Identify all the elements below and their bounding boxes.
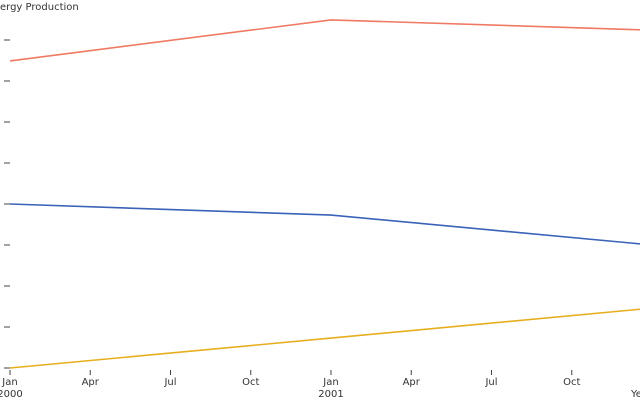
chart-title: ergy Production bbox=[0, 2, 79, 13]
x-tick-label: Oct bbox=[242, 377, 260, 388]
x-tick-label: Jan 2001 bbox=[318, 377, 344, 400]
x-tick-label: Oct bbox=[563, 377, 581, 388]
series-line bbox=[9, 19, 640, 62]
x-tick-label: Jul bbox=[164, 377, 177, 388]
x-tick-label: Apr bbox=[402, 377, 420, 388]
series-line bbox=[9, 308, 640, 369]
x-tick-label: Apr bbox=[81, 377, 99, 388]
x-axis-title: Ye bbox=[630, 389, 640, 400]
x-tick-label: Jul bbox=[485, 377, 498, 388]
series-line bbox=[9, 203, 640, 245]
x-tick-label: Jan 2000 bbox=[0, 377, 23, 400]
